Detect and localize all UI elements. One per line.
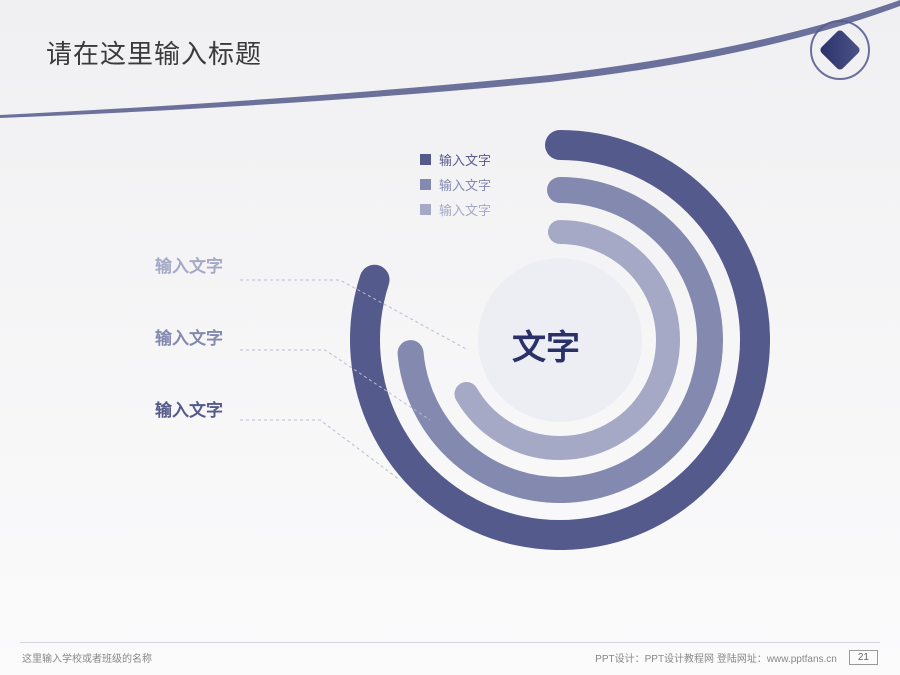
- footer: 这里输入学校或者班级的名称 PPT设计：PPT设计教程网 登陆网址：www.pp…: [0, 650, 900, 665]
- legend-item-1: 输入文字: [420, 175, 491, 194]
- footer-right-text: PPT设计：PPT设计教程网 登陆网址：www.pptfans.cn: [595, 650, 837, 665]
- legend-swatch: [420, 179, 431, 190]
- logo-icon: [819, 29, 861, 71]
- legend-label: 输入文字: [439, 200, 491, 219]
- left-label-2: 输入文字: [155, 396, 223, 468]
- legend-label: 输入文字: [439, 150, 491, 169]
- school-logo: [810, 20, 870, 80]
- left-label-text: 输入文字: [155, 252, 223, 277]
- footer-left-text: 这里输入学校或者班级的名称: [22, 650, 152, 665]
- legend-swatch: [420, 154, 431, 165]
- left-label-1: 输入文字: [155, 324, 223, 396]
- legend-item-0: 输入文字: [420, 150, 491, 169]
- left-label-text: 输入文字: [155, 396, 223, 421]
- legend-label: 输入文字: [439, 175, 491, 194]
- title-text: 请在这里输入标题: [46, 39, 262, 69]
- legend-item-2: 输入文字: [420, 200, 491, 219]
- page-number: 21: [849, 650, 878, 665]
- footer-divider: [20, 642, 880, 643]
- legend-top: 输入文字输入文字输入文字: [420, 150, 491, 225]
- left-label-text: 输入文字: [155, 324, 223, 349]
- left-label-0: 输入文字: [155, 252, 223, 324]
- legend-swatch: [420, 204, 431, 215]
- left-labels: 输入文字输入文字输入文字: [155, 252, 223, 468]
- slide: 请在这里输入标题 文字 输入文字输入文字输入文字 输入文字输入文字输入文字 这里…: [0, 0, 900, 675]
- page-title: 请在这里输入标题: [46, 34, 262, 71]
- chart-center-label: 文字: [512, 320, 580, 369]
